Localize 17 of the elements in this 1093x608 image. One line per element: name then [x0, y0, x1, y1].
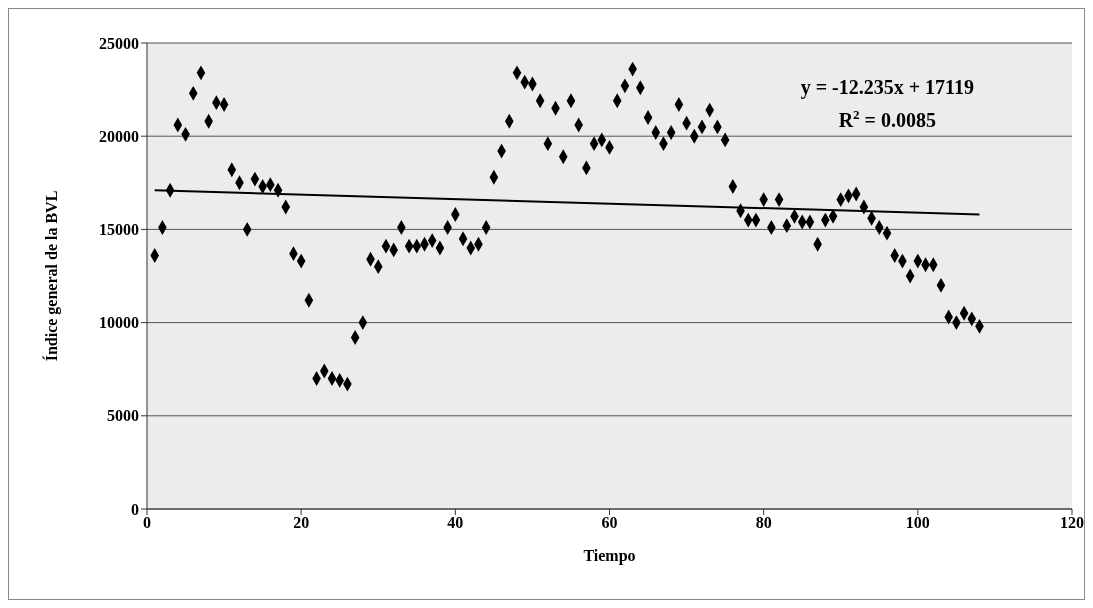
y-tick-label: 25000	[99, 34, 139, 52]
y-tick-label: 20000	[99, 127, 139, 145]
x-axis-title: Tiempo	[583, 547, 636, 565]
x-tick-label: 60	[601, 514, 618, 532]
y-axis-title: Índice general de la BVL	[41, 190, 61, 362]
x-tick-label: 40	[447, 514, 464, 532]
x-tick-label: 100	[905, 514, 930, 532]
y-tick-label: 5000	[107, 407, 139, 425]
annotation: R$^{2}$ = 0.0085	[838, 107, 936, 131]
annotation: y = -12.235x + 17119	[800, 76, 974, 98]
x-tick-label: 0	[143, 514, 151, 532]
x-tick-label: 20	[293, 514, 310, 532]
x-tick-label: 80	[755, 514, 772, 532]
y-tick-label: 10000	[99, 314, 139, 332]
x-tick-label: 120	[1060, 514, 1084, 532]
y-tick-label: 15000	[99, 221, 139, 239]
y-tick-label: 0	[131, 500, 139, 518]
